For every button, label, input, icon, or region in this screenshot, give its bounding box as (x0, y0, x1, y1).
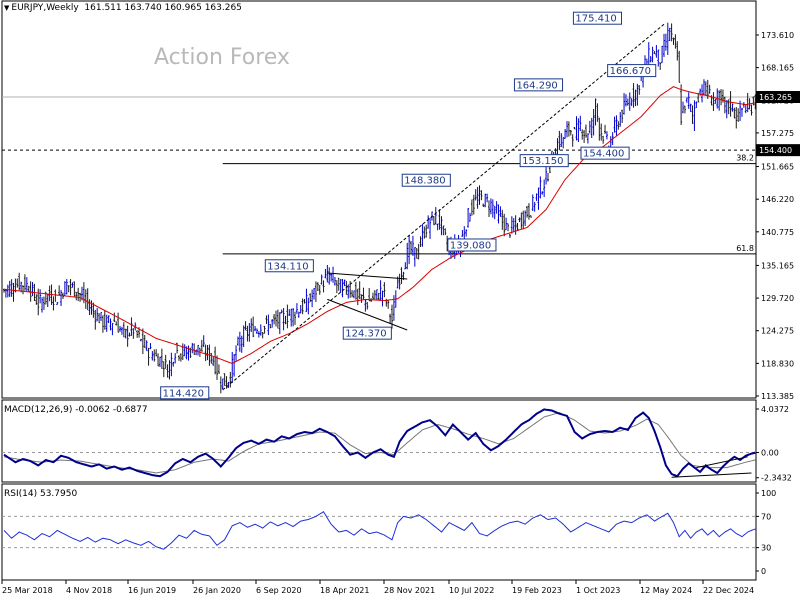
macd-panel: 4.0372 0.00 -2.3432 (2, 405, 792, 483)
x-tick-label: 25 Mar 2018 (2, 586, 53, 595)
price-annotation-box (513, 78, 564, 92)
price-annotation-label: 164.290 (516, 80, 557, 91)
x-tick-label: 16 Jun 2019 (128, 586, 176, 595)
rsi-y-tick-label: 70 (761, 512, 771, 521)
x-tick-label: 18 Apr 2021 (320, 586, 369, 595)
x-tick-label: 12 May 2024 (640, 586, 692, 595)
price-annotation-box (607, 64, 657, 78)
collapse-arrow-icon[interactable]: ▼ (4, 4, 10, 12)
price-panel: 38.2 61.8 114.420 134.110 124.370 148.380 139.… (2, 11, 800, 401)
price-annotation-box (580, 146, 630, 160)
macd-y-tick-label: 4.0372 (761, 405, 789, 414)
ohlc-open: 161.511 (84, 3, 122, 13)
y-tick-label: 173.610 (761, 31, 794, 40)
rsi-y-tick-label: 0 (761, 567, 766, 576)
rsi-pane-frame (1, 483, 757, 581)
x-tick-label: 6 Sep 2020 (256, 586, 302, 595)
price-annotation-label: 139.080 (450, 240, 491, 251)
price-annotation-label: 114.420 (163, 388, 204, 399)
price-panel-title: ▼ EURJPY,Weekly 161.511 163.740 160.965 1… (4, 3, 242, 13)
price-annotation-label: 175.410 (575, 14, 616, 25)
price-annotation-label: 153.150 (522, 156, 563, 167)
macd-trendline (696, 456, 748, 469)
y-tick-label: 113.385 (761, 392, 794, 401)
timeframe-label: Weekly (46, 3, 79, 13)
price-annotation-box (264, 259, 314, 273)
macd-y-tick-label: -2.3432 (761, 474, 792, 483)
rsi-value: 53.7950 (39, 489, 78, 499)
price-annotation-box (401, 173, 451, 187)
macd-line (3, 408, 756, 478)
macd-signal-value: -0.6877 (112, 405, 148, 415)
rsi-y-tick-label: 30 (761, 544, 771, 553)
macd-y-tick-label: 0.00 (761, 449, 779, 458)
x-tick-label: 28 Nov 2021 (384, 586, 435, 595)
trendline (327, 272, 408, 280)
rsi-panel: 100 70 30 0 (2, 489, 776, 576)
price-annotation-box (160, 386, 210, 400)
fib-level-label: 61.8 (736, 244, 754, 253)
trendline (222, 23, 665, 391)
price-annotation-label: 148.380 (404, 176, 445, 187)
x-tick-label: 10 Jul 2022 (449, 586, 494, 595)
macd-panel-title: MACD(12,26,9) -0.0062 -0.6877 (4, 405, 148, 415)
price-annotation-label: 154.400 (583, 149, 624, 160)
price-annotation-box (447, 238, 497, 252)
x-tick-label: 26 Jan 2020 (193, 586, 241, 595)
macd-trendline (671, 472, 752, 478)
x-tick-label: 1 Oct 2023 (576, 586, 620, 595)
ohlc-high: 163.740 (124, 3, 162, 13)
price-annotation-label: 166.670 (610, 66, 651, 77)
y-tick-label: 140.775 (761, 228, 794, 237)
y-tick-label: 135.165 (761, 261, 794, 270)
symbol-label: EURJPY (11, 3, 44, 13)
rsi-name: RSI(14) (4, 489, 38, 499)
price-annotation-box (572, 11, 623, 25)
watermark: Action Forex (154, 45, 290, 70)
y-tick-label: 151.665 (761, 163, 794, 172)
y-tick-label: 168.165 (761, 64, 794, 73)
y-tick-label: 146.220 (761, 195, 794, 204)
macd-value: -0.0062 (75, 405, 110, 415)
level-badge (756, 144, 800, 157)
current-price-badge-label: 163.265 (759, 93, 792, 102)
moving-average-line (3, 86, 756, 365)
rsi-line (3, 511, 756, 550)
x-tick-label: 19 Feb 2023 (512, 586, 562, 595)
price-annotation-label: 124.370 (345, 329, 386, 340)
y-tick-label: 118.830 (761, 359, 794, 368)
ohlc-low: 160.965 (164, 3, 202, 13)
rsi-y-tick-label: 100 (761, 489, 776, 498)
y-tick-label: 129.720 (761, 294, 794, 303)
macd-name: MACD(12,26,9) (4, 405, 73, 415)
price-annotation-box (519, 154, 569, 168)
fib-level-label: 38.2 (736, 154, 754, 163)
ohlc-close: 163.265 (204, 3, 242, 13)
rsi-panel-title: RSI(14) 53.7950 (4, 489, 77, 499)
trendline (327, 298, 408, 331)
x-tick-label: 22 Dec 2024 (703, 586, 754, 595)
current-price-badge (756, 91, 800, 104)
level-badge-label: 154.400 (759, 146, 792, 155)
price-annotation-box (342, 326, 392, 340)
y-tick-label: 124.275 (761, 327, 794, 336)
price-annotation-label: 134.110 (267, 261, 308, 272)
y-tick-label: 157.275 (761, 129, 794, 138)
x-tick-label: 4 Nov 2018 (66, 586, 112, 595)
